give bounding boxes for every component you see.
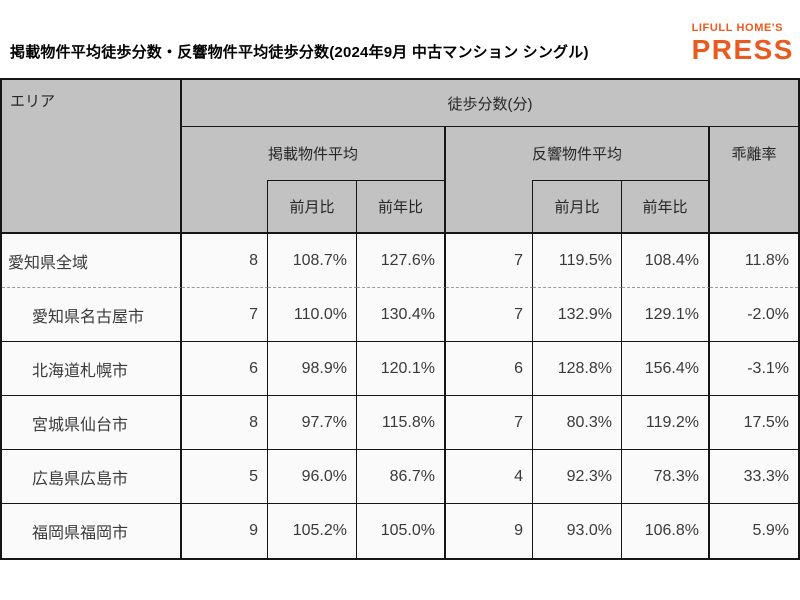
response-mom-cell: 80.3% <box>533 396 622 450</box>
listed-mom-cell: 105.2% <box>268 504 357 558</box>
listed-minutes-cell: 8 <box>182 396 268 450</box>
listed-minutes-cell: 5 <box>182 450 268 504</box>
listed-yoy-header-cell: 前年比 <box>357 180 446 234</box>
listed-mom-header-cell: 前月比 <box>268 180 357 234</box>
response-mom-cell: 132.9% <box>533 288 622 342</box>
table-row: 愛知県名古屋市 7 110.0% 130.4% 7 132.9% 129.1% … <box>2 288 799 342</box>
listed-mom-cell: 97.7% <box>268 396 357 450</box>
response-mom-header-cell: 前月比 <box>533 180 622 234</box>
listed-mom-cell: 98.9% <box>268 342 357 396</box>
response-yoy-cell: 108.4% <box>622 234 710 288</box>
table-row: 愛知県全域 8 108.7% 127.6% 7 119.5% 108.4% 11… <box>2 234 799 288</box>
deviation-cell: -3.1% <box>710 342 799 396</box>
response-mom-cell: 92.3% <box>533 450 622 504</box>
header-row-3: 前月比 前年比 前月比 前年比 <box>2 180 798 234</box>
response-yoy-cell: 156.4% <box>622 342 710 396</box>
response-yoy-cell: 106.8% <box>622 504 710 558</box>
response-minutes-cell: 7 <box>446 234 533 288</box>
area-cell: 広島県広島市 <box>2 450 182 504</box>
table-row: 福岡県福岡市 9 105.2% 105.0% 9 93.0% 106.8% 5.… <box>2 504 799 558</box>
response-mom-cell: 119.5% <box>533 234 622 288</box>
listed-yoy-cell: 115.8% <box>357 396 446 450</box>
response-yoy-cell: 119.2% <box>622 396 710 450</box>
response-yoy-cell: 129.1% <box>622 288 710 342</box>
walk-minutes-table: エリア 徒歩分数(分) 掲載物件平均 反響物件平均 乖離率 前月比 前年比 前月… <box>0 78 800 560</box>
area-cell: 北海道札幌市 <box>2 342 182 396</box>
page-title: 掲載物件平均徒歩分数・反響物件平均徒歩分数(2024年9月 中古マンション シン… <box>10 44 589 61</box>
response-minutes-cell: 7 <box>446 396 533 450</box>
response-yoy-cell: 78.3% <box>622 450 710 504</box>
deviation-cell: 11.8% <box>710 234 799 288</box>
listed-mom-cell: 96.0% <box>268 450 357 504</box>
response-yoy-header-cell: 前年比 <box>622 180 710 234</box>
table-row: 宮城県仙台市 8 97.7% 115.8% 7 80.3% 119.2% 17.… <box>2 396 799 450</box>
listed-minutes-cell: 8 <box>182 234 268 288</box>
deviation-header-cell: 乖離率 <box>710 127 799 234</box>
area-header-cell: エリア <box>2 80 182 234</box>
walk-minutes-header-cell: 徒歩分数(分) <box>182 80 799 127</box>
listed-minutes-cell: 9 <box>182 504 268 558</box>
table-row: 北海道札幌市 6 98.9% 120.1% 6 128.8% 156.4% -3… <box>2 342 799 396</box>
table-row: 広島県広島市 5 96.0% 86.7% 4 92.3% 78.3% 33.3% <box>2 450 799 504</box>
listed-mom-cell: 110.0% <box>268 288 357 342</box>
brand-logo-wordmark: LIFULL HOME'S <box>691 22 784 34</box>
listed-yoy-cell: 130.4% <box>357 288 446 342</box>
area-cell: 愛知県全域 <box>2 234 182 288</box>
listed-minutes-cell: 6 <box>182 342 268 396</box>
response-mom-cell: 128.8% <box>533 342 622 396</box>
response-minutes-cell: 9 <box>446 504 533 558</box>
deviation-cell: 33.3% <box>710 450 799 504</box>
header-row-2: 掲載物件平均 反響物件平均 乖離率 <box>2 127 799 234</box>
area-cell: 福岡県福岡市 <box>2 504 182 558</box>
response-minutes-cell: 6 <box>446 342 533 396</box>
area-cell: 宮城県仙台市 <box>2 396 182 450</box>
area-cell: 愛知県名古屋市 <box>2 288 182 342</box>
response-minutes-cell: 7 <box>446 288 533 342</box>
response-average-header-cell: 反響物件平均 <box>446 127 710 180</box>
listed-yoy-cell: 105.0% <box>357 504 446 558</box>
listed-yoy-cell: 86.7% <box>357 450 446 504</box>
deviation-cell: -2.0% <box>710 288 799 342</box>
listed-yoy-cell: 127.6% <box>357 234 446 288</box>
listed-yoy-cell: 120.1% <box>357 342 446 396</box>
walk-minutes-table-wrap: エリア 徒歩分数(分) 掲載物件平均 反響物件平均 乖離率 前月比 前年比 前月… <box>0 78 800 560</box>
deviation-cell: 17.5% <box>710 396 799 450</box>
response-minutes-cell: 4 <box>446 450 533 504</box>
response-mom-cell: 93.0% <box>533 504 622 558</box>
response-minutes-blank-header-cell <box>446 180 533 234</box>
brand-logo: LIFULL HOME'S PRESS <box>692 23 794 64</box>
header-row-1: エリア 徒歩分数(分) <box>2 80 799 234</box>
listed-average-header-cell: 掲載物件平均 <box>182 127 446 180</box>
deviation-cell: 5.9% <box>710 504 799 558</box>
listed-minutes-cell: 7 <box>182 288 268 342</box>
listed-mom-cell: 108.7% <box>268 234 357 288</box>
listed-minutes-blank-header-cell <box>182 180 268 234</box>
brand-logo-press: PRESS <box>691 34 794 65</box>
